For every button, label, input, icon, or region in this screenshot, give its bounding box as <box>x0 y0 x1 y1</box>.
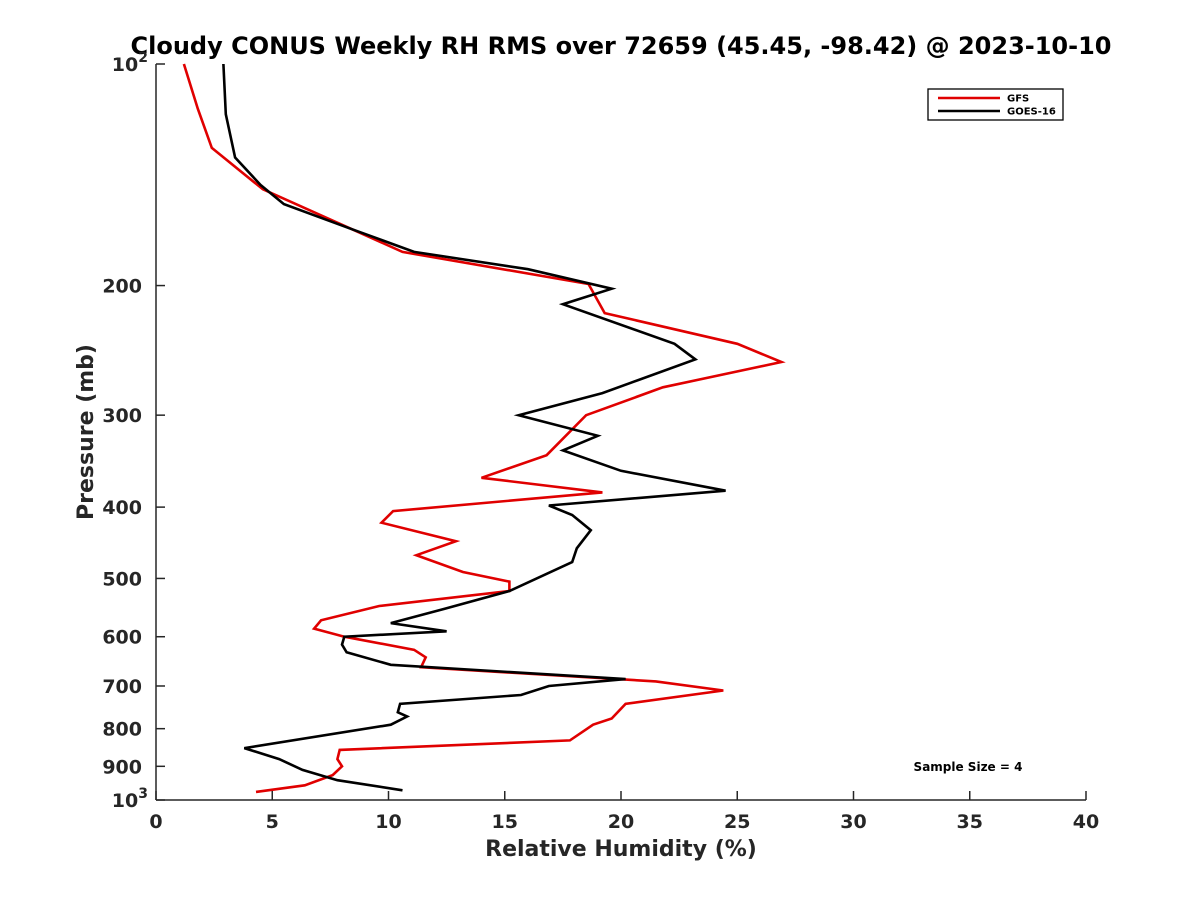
x-tick-label: 5 <box>266 811 279 833</box>
x-tick-label: 15 <box>492 811 518 833</box>
legend-box <box>927 88 1064 121</box>
x-tick-label: 25 <box>724 811 750 833</box>
x-axis-label: Relative Humidity (%) <box>485 837 757 862</box>
series-line-gfs <box>182 63 786 794</box>
y-tick-label: 200 <box>102 276 142 298</box>
chart-title: Cloudy CONUS Weekly RH RMS over 72659 (4… <box>131 32 1112 60</box>
x-tick-label: 35 <box>957 811 983 833</box>
y-tick-label: 900 <box>102 756 142 778</box>
axes: 0 5 10 15 20 25 30 35 40 102 200 300 400 500 600 700 80… <box>102 50 1099 833</box>
y-tick-label: 800 <box>102 719 142 741</box>
y-ticks: 102 200 300 400 500 600 700 800 900 103 <box>102 50 165 812</box>
x-tick-label: 30 <box>840 811 866 833</box>
legend-label-gfs: GFS <box>1007 94 1029 105</box>
x-tick-label: 20 <box>608 811 634 833</box>
y-tick-label: 300 <box>102 405 142 427</box>
sample-size-annotation: Sample Size = 4 <box>914 760 1023 774</box>
y-tick-label: 700 <box>102 676 142 698</box>
y-axis-label: Pressure (mb) <box>74 344 99 520</box>
legend: GFS GOES-16 <box>927 88 1064 121</box>
series-line-goes16 <box>222 63 726 792</box>
x-ticks: 0 5 10 15 20 25 30 35 40 <box>149 791 1099 833</box>
y-tick-label: 102 <box>112 50 148 76</box>
legend-label-goes16: GOES-16 <box>1007 107 1056 118</box>
x-tick-label: 10 <box>375 811 401 833</box>
plot-area <box>182 63 786 794</box>
y-tick-label: 103 <box>112 786 148 812</box>
x-tick-label: 40 <box>1073 811 1099 833</box>
y-tick-label: 600 <box>102 627 142 649</box>
y-tick-label: 400 <box>102 497 142 519</box>
series-layer <box>182 63 786 794</box>
y-tick-label: 500 <box>102 568 142 590</box>
x-tick-label: 0 <box>149 811 162 833</box>
